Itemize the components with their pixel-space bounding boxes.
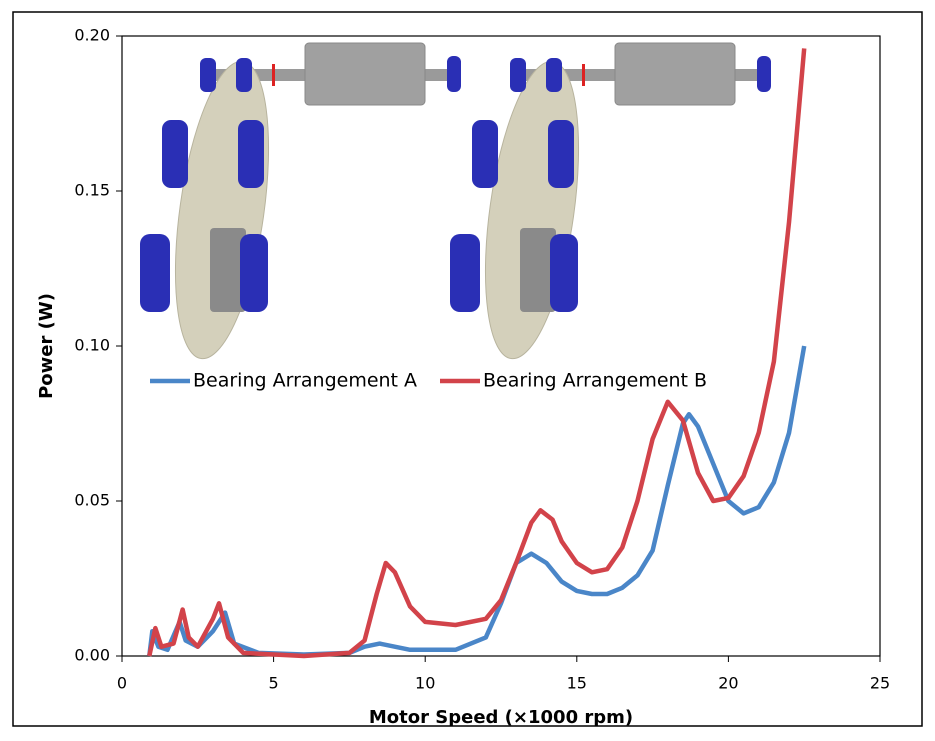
series-line [147,48,807,659]
frame [12,11,923,727]
legend-label: Bearing Arrangement A [193,370,417,392]
bearing [200,58,216,92]
y-tick-label: 0.05 [74,491,110,510]
bearing [238,120,264,188]
y-tick-label: 0.15 [74,181,110,200]
legend-label: Bearing Arrangement B [483,370,707,392]
y-tick-label: 0.10 [74,336,110,355]
bearing [240,234,268,312]
x-tick-label: 5 [269,674,279,693]
illustrations [140,42,772,365]
motor [304,42,426,106]
x-axis-title: Motor Speed (×1000 rpm) [369,707,633,728]
x-tick-label: 15 [567,674,587,693]
x-tick-label: 10 [415,674,435,693]
series-line [147,345,807,657]
marker [272,64,275,86]
hub [210,228,246,312]
x-tick-label: 0 [117,674,127,693]
gearbox-illustration [140,42,461,360]
y-tick-label: 0.00 [74,646,110,665]
bearing [236,58,252,92]
x-tick-label: 20 [718,674,738,693]
bearing [447,56,461,92]
x-tick-label: 25 [870,674,890,693]
y-axis-title: Power (W) [36,293,57,399]
bearing [162,120,188,188]
bearing [140,234,170,312]
y-tick-label: 0.20 [74,26,110,45]
